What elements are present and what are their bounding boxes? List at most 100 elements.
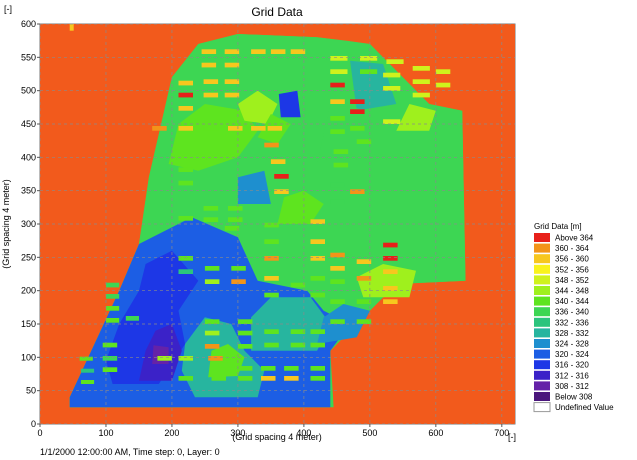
legend-swatch	[534, 328, 550, 338]
building-block	[178, 80, 193, 86]
building-block	[330, 319, 345, 324]
building-block	[435, 69, 451, 74]
legend-label: 320 - 324	[555, 350, 589, 359]
building-block	[310, 219, 325, 224]
building-block	[330, 129, 345, 134]
chart-title: Grid Data	[251, 5, 303, 19]
legend-label: 324 - 328	[555, 340, 589, 349]
building-block	[211, 376, 226, 381]
legend-label: 328 - 332	[555, 329, 589, 338]
y-tick-label: 100	[21, 352, 36, 362]
contour-zone	[152, 345, 169, 364]
building-block	[178, 126, 193, 131]
x-tick-label: 0	[37, 428, 42, 438]
building-block	[356, 139, 372, 144]
building-block	[383, 256, 398, 261]
x-tick-label: 200	[164, 428, 179, 438]
legend-label: 348 - 352	[555, 276, 589, 285]
legend-label: 352 - 356	[555, 265, 589, 274]
building-block	[203, 92, 219, 98]
legend-swatch	[534, 307, 550, 317]
building-block	[178, 167, 193, 172]
building-block	[178, 180, 193, 186]
legend-title: Grid Data [m]	[534, 222, 582, 231]
building-block	[270, 49, 286, 54]
building-block	[102, 342, 118, 348]
contour-zone	[251, 297, 331, 351]
building-block	[178, 106, 193, 111]
building-block	[106, 318, 120, 323]
building-block	[412, 66, 430, 71]
building-block	[204, 319, 220, 324]
building-block	[386, 59, 404, 64]
building-block	[231, 279, 246, 284]
contour-zone	[237, 170, 271, 204]
building-block	[310, 329, 325, 334]
legend-label: Undefined Value	[555, 403, 614, 412]
building-block	[261, 366, 276, 371]
building-block	[383, 299, 398, 304]
building-block	[204, 344, 220, 349]
building-block	[290, 342, 306, 348]
y-unit-mark: [-]	[4, 4, 12, 14]
building-block	[204, 279, 220, 284]
building-block	[157, 356, 172, 361]
building-block	[330, 199, 345, 204]
building-block	[224, 226, 240, 231]
legend-swatch	[533, 402, 551, 413]
contour-zone	[278, 90, 301, 118]
y-tick-label: 50	[26, 386, 36, 396]
building-block	[330, 182, 345, 188]
x-tick-label: 100	[98, 428, 113, 438]
x-tick-label: 400	[296, 428, 311, 438]
building-block	[178, 216, 193, 221]
legend-swatch	[534, 349, 550, 359]
building-block	[106, 282, 120, 288]
building-block	[412, 79, 430, 84]
legend-label: Below 308	[555, 393, 593, 402]
building-block	[310, 376, 325, 381]
legend-swatch	[534, 286, 550, 295]
building-block	[251, 49, 266, 54]
building-block	[330, 82, 345, 88]
legend-label: 360 - 364	[555, 244, 589, 253]
building-block	[310, 239, 325, 244]
building-block	[330, 299, 345, 304]
legend-label: 308 - 312	[555, 382, 589, 391]
building-block	[284, 376, 299, 381]
building-block	[356, 299, 372, 304]
legend-swatch	[534, 264, 550, 274]
building-block	[264, 276, 279, 281]
building-block	[330, 252, 345, 258]
building-block	[203, 206, 219, 211]
building-block	[310, 276, 325, 281]
building-block	[330, 266, 345, 271]
building-block	[360, 69, 378, 74]
building-block	[290, 329, 306, 334]
building-block	[310, 256, 325, 261]
building-block	[383, 286, 398, 291]
building-block	[264, 239, 279, 244]
plot-area	[40, 24, 515, 424]
y-tick-label: 550	[21, 52, 36, 62]
legend-label: 356 - 360	[555, 255, 589, 264]
building-block	[231, 266, 246, 271]
y-tick-label: 400	[21, 152, 36, 162]
contour-zone	[356, 264, 416, 298]
building-block	[237, 344, 253, 349]
building-block	[267, 126, 283, 131]
building-block	[237, 366, 253, 371]
building-block	[80, 380, 95, 384]
building-block	[350, 189, 365, 194]
building-block	[356, 319, 372, 324]
x-tick-label: 700	[494, 428, 509, 438]
building-block	[435, 82, 451, 88]
building-block	[178, 256, 193, 261]
legend-label: 316 - 320	[555, 361, 589, 370]
legend-swatch	[534, 317, 550, 327]
y-axis-label: (Grid spacing 4 meter)	[1, 179, 11, 269]
building-block	[270, 159, 286, 164]
building-block	[106, 306, 120, 311]
building-block	[237, 319, 253, 324]
x-axis: 0 100 200 300 400 500 600 700	[37, 424, 509, 438]
